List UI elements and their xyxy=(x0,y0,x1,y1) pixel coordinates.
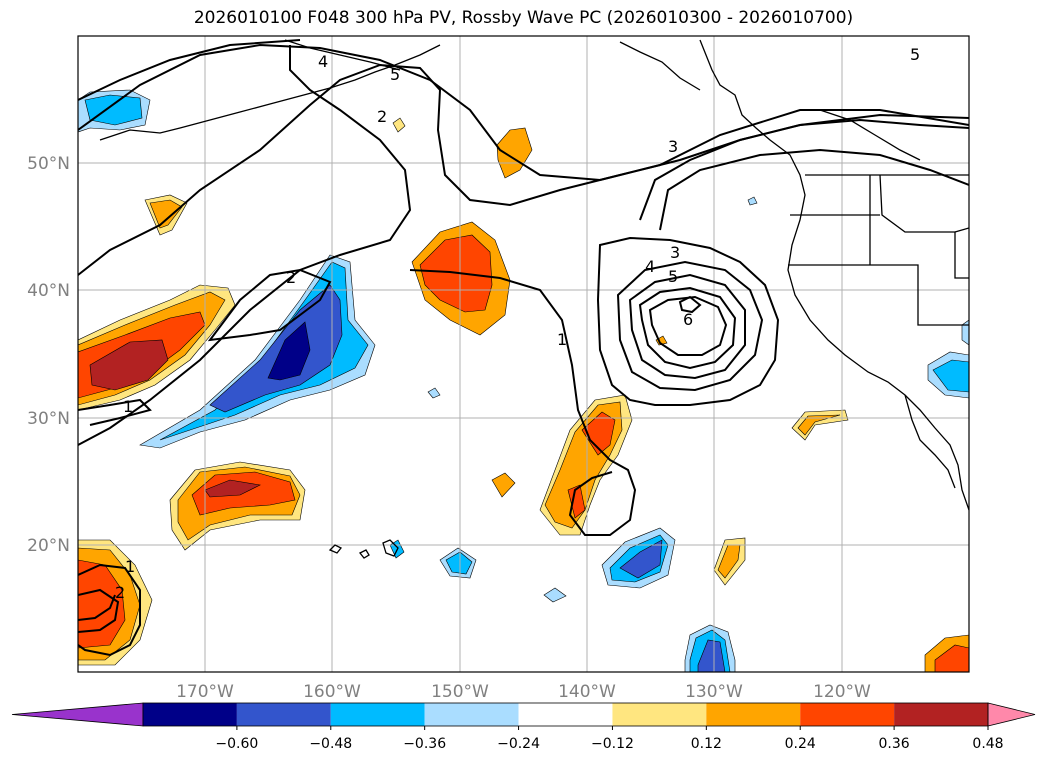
lat-label: 20°N xyxy=(27,536,70,556)
colorbar-segment xyxy=(330,703,425,726)
contour-label: 5 xyxy=(910,45,920,64)
contour-label: 2 xyxy=(115,583,125,602)
colorbar-extend-max xyxy=(987,702,1036,727)
colorbar-tick-label: 0.48 xyxy=(972,736,1003,752)
colorbar-tick-label: −0.36 xyxy=(403,736,446,752)
colorbar-outline xyxy=(142,702,989,727)
graticule xyxy=(78,36,969,672)
contour-label: 5 xyxy=(668,267,678,286)
colorbar-segment xyxy=(894,703,988,726)
colorbar-tick-label: −0.48 xyxy=(309,736,352,752)
contour-label: 1 xyxy=(123,397,133,416)
colorbar-segment xyxy=(424,703,519,726)
contour-label: 5 xyxy=(390,65,400,84)
contour-label: 2 xyxy=(377,107,387,126)
lat-label: 50°N xyxy=(27,154,70,174)
colorbar-tick-label: −0.24 xyxy=(497,736,540,752)
colorbar-tick-label: −0.60 xyxy=(215,736,258,752)
colorbar-segment xyxy=(612,703,707,726)
pv-shading xyxy=(78,89,969,672)
map-title: 2026010100 F048 300 hPa PV, Rossby Wave … xyxy=(193,8,854,28)
contour-label: 6 xyxy=(683,310,693,329)
map-frame xyxy=(77,35,970,673)
colorbar-tick-label: 0.12 xyxy=(691,736,722,752)
lon-label: 130°W xyxy=(685,682,743,702)
lon-label: 120°W xyxy=(813,682,871,702)
contour-label: 1 xyxy=(557,330,567,349)
contour-label: 3 xyxy=(668,137,678,156)
latitude-labels: 50°N 40°N 30°N 20°N xyxy=(27,154,70,556)
contour-label: 2 xyxy=(286,268,296,287)
colorbar-segment xyxy=(518,703,613,726)
lon-label: 160°W xyxy=(303,682,361,702)
colorbar-segment xyxy=(143,703,237,726)
colorbar: −0.60 −0.48 −0.36 −0.24 −0.12 0.12 0.24 0.36 0.4… xyxy=(11,702,1036,752)
lat-label: 40°N xyxy=(27,281,70,301)
longitude-labels: 170°W 160°W 150°W 140°W 130°W 120°W xyxy=(176,682,871,702)
contour-labels: 4 5 2 3 3 4 5 6 2 1 1 2 1 5 xyxy=(115,45,920,602)
colorbar-segment xyxy=(236,703,331,726)
contour-label: 4 xyxy=(645,257,655,276)
pv-contours xyxy=(78,39,969,657)
colorbar-tick-label: 0.36 xyxy=(879,736,910,752)
contour-label: 1 xyxy=(125,557,135,576)
colorbar-extend-min xyxy=(11,702,144,727)
lon-label: 140°W xyxy=(558,682,616,702)
lon-label: 150°W xyxy=(431,682,489,702)
lat-label: 30°N xyxy=(27,409,70,429)
colorbar-segment xyxy=(706,703,801,726)
colorbar-tick-label: −0.12 xyxy=(591,736,634,752)
coastlines xyxy=(99,39,969,559)
contour-label: 3 xyxy=(670,243,680,262)
colorbar-tick-label: 0.24 xyxy=(785,736,816,752)
colorbar-segment xyxy=(800,703,895,726)
lon-label: 170°W xyxy=(176,682,234,702)
contour-label: 4 xyxy=(318,52,328,71)
